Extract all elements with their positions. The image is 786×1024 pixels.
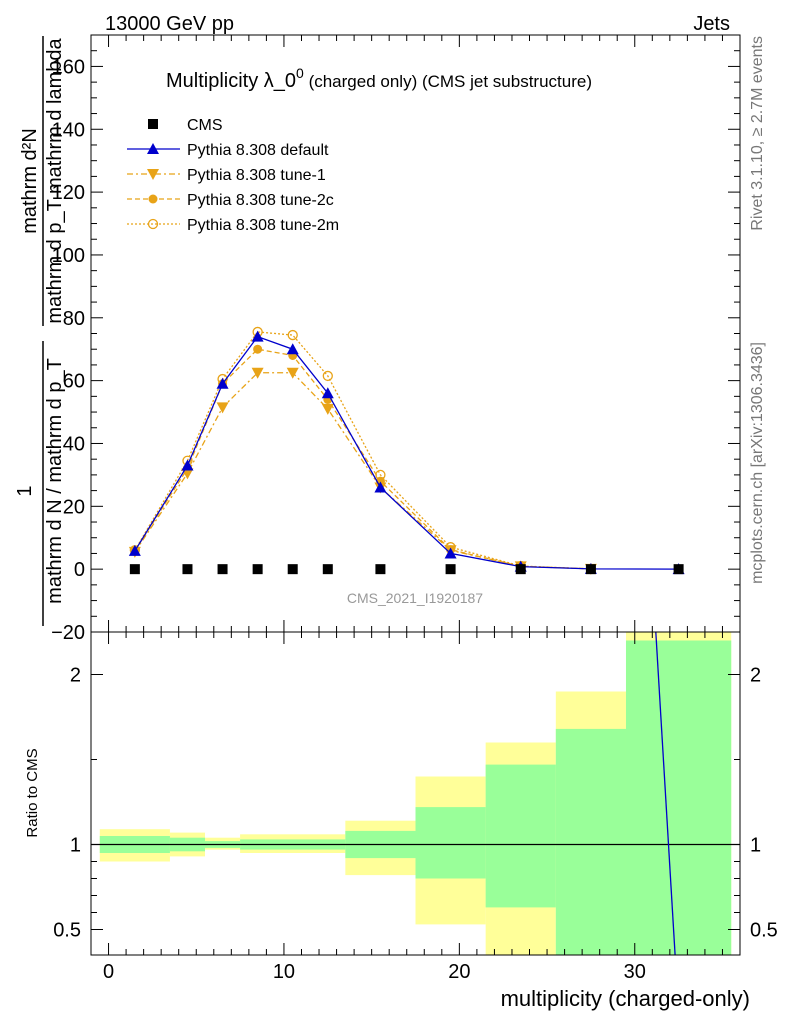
legend-marker [147, 143, 159, 154]
header-right: Jets [693, 13, 730, 35]
legend: CMS Pythia 8.308 default Pythia 8.308 tune… [127, 117, 339, 234]
y-tick-label: 140 [52, 119, 85, 141]
ylabel-lhs-num: 1 [14, 485, 36, 496]
chart-title: Multiplicity λ_00 (charged only) (CMS je… [166, 65, 592, 92]
ratio-y-tick-label: 2 [70, 665, 81, 687]
main-panel: −20 0 20 40 60 80 100 120 140 160 CMS_2021_I19201… [14, 34, 741, 644]
legend-label: Pythia 8.308 tune-2c [187, 192, 334, 209]
legend-label: Pythia 8.308 tune-2m [187, 217, 339, 234]
y-tick-label: 100 [52, 245, 85, 267]
legend-marker [148, 194, 158, 204]
ratio-ticks: 0.5 0.51 12 20 10 20 30 [53, 632, 778, 983]
ratio-frame [90, 631, 741, 956]
legend-label: Pythia 8.308 tune-1 [187, 167, 326, 184]
main-series [128, 326, 685, 575]
ratio-band-inner [555, 728, 626, 955]
ylabel-den: mathrm d p_T mathrm d lambda [44, 37, 66, 323]
series-0 [129, 564, 684, 575]
data-point [128, 544, 141, 556]
mcplots-text: mcplots.cern.ch [arXiv:1306.3436] [749, 342, 766, 584]
ratio-y-tick-label-right: 2 [750, 665, 761, 687]
legend-marker [148, 119, 158, 129]
y-tick-label: 20 [63, 496, 85, 518]
ratio-y-tick-label-right: 0.5 [750, 920, 778, 942]
data-point [444, 547, 457, 559]
data-point [375, 469, 386, 481]
data-point [252, 564, 263, 575]
series-4 [129, 326, 597, 574]
series-line [134, 372, 591, 570]
ratio-band-inner [415, 807, 486, 879]
series-3 [130, 344, 596, 574]
legend-label: CMS [187, 117, 223, 134]
series-line [134, 331, 591, 570]
data-point [322, 564, 333, 575]
data-point [286, 367, 299, 379]
data-point [216, 377, 229, 389]
data-point [216, 402, 229, 414]
y-tick-label: −20 [51, 622, 85, 644]
chart-title-tail: (charged only) (CMS jet substructure) [304, 72, 592, 91]
x-tick-label: 10 [273, 961, 295, 983]
data-point [375, 564, 386, 575]
chart-title-sup: 0 [296, 65, 304, 81]
y-tick-label: 80 [63, 308, 85, 330]
y-tick-label: 0 [74, 559, 85, 581]
data-point [287, 329, 298, 341]
legend-marker [147, 218, 159, 230]
series-line [134, 335, 679, 570]
data-point [287, 564, 298, 575]
ratio-band-inner [485, 764, 556, 908]
x-tick-label: 0 [103, 961, 114, 983]
data-point [585, 564, 596, 575]
y-tick-label: 160 [52, 56, 85, 78]
legend-label: Pythia 8.308 default [187, 142, 329, 159]
data-point [286, 343, 299, 355]
analysis-watermark: CMS_2021_I1920187 [347, 590, 483, 606]
rivet-version-text: Rivet 3.1.10, ≥ 2.7M events [749, 36, 766, 231]
ratio-y-tick-label: 1 [70, 835, 81, 857]
data-point [129, 564, 140, 575]
y-tick-label: 120 [52, 182, 85, 204]
ratio-band-inner [625, 640, 732, 955]
x-tick-label: 20 [448, 961, 470, 983]
main-y-ticks: −20 0 20 40 60 80 100 120 140 160 [51, 34, 740, 644]
data-point [374, 481, 387, 493]
legend-marker [147, 169, 159, 180]
x-axis-label: multiplicity (charged-only) [501, 986, 750, 1011]
ratio-y-tick-label: 0.5 [53, 920, 81, 942]
x-tick-label: 30 [624, 961, 646, 983]
y-tick-label: 40 [63, 433, 85, 455]
series-2 [128, 367, 597, 575]
series-1 [128, 330, 685, 575]
ratio-ylabel: Ratio to CMS [24, 748, 41, 837]
main-ylabel: mathrm d²N mathrm d p_T mathrm d lambda … [14, 36, 66, 626]
chart-title-main: Multiplicity λ_0 [166, 70, 296, 92]
data-point [515, 564, 526, 575]
ratio-bands [91, 632, 740, 955]
data-point [251, 330, 264, 342]
data-point [322, 370, 333, 382]
header-left: 13000 GeV pp [105, 13, 234, 35]
data-point [321, 403, 334, 415]
ratio-y-tick-label-right: 1 [750, 835, 761, 857]
data-point [182, 564, 193, 575]
data-point [673, 564, 684, 575]
data-point [253, 344, 263, 354]
data-point [181, 459, 194, 471]
ratio-default-line [655, 632, 676, 955]
data-point [321, 387, 334, 399]
y-tick-label: 60 [63, 371, 85, 393]
ratio-panel: 0.5 0.51 12 20 10 20 30 Ratio to CMS multiplic… [24, 631, 778, 1011]
data-point [217, 564, 228, 575]
ylabel-num: mathrm d²N [19, 128, 41, 234]
ylabel-lhs-den: mathrm d N / mathrm d p_T [44, 358, 66, 604]
series-line [134, 348, 591, 570]
data-point [445, 564, 456, 575]
data-point [251, 367, 264, 379]
